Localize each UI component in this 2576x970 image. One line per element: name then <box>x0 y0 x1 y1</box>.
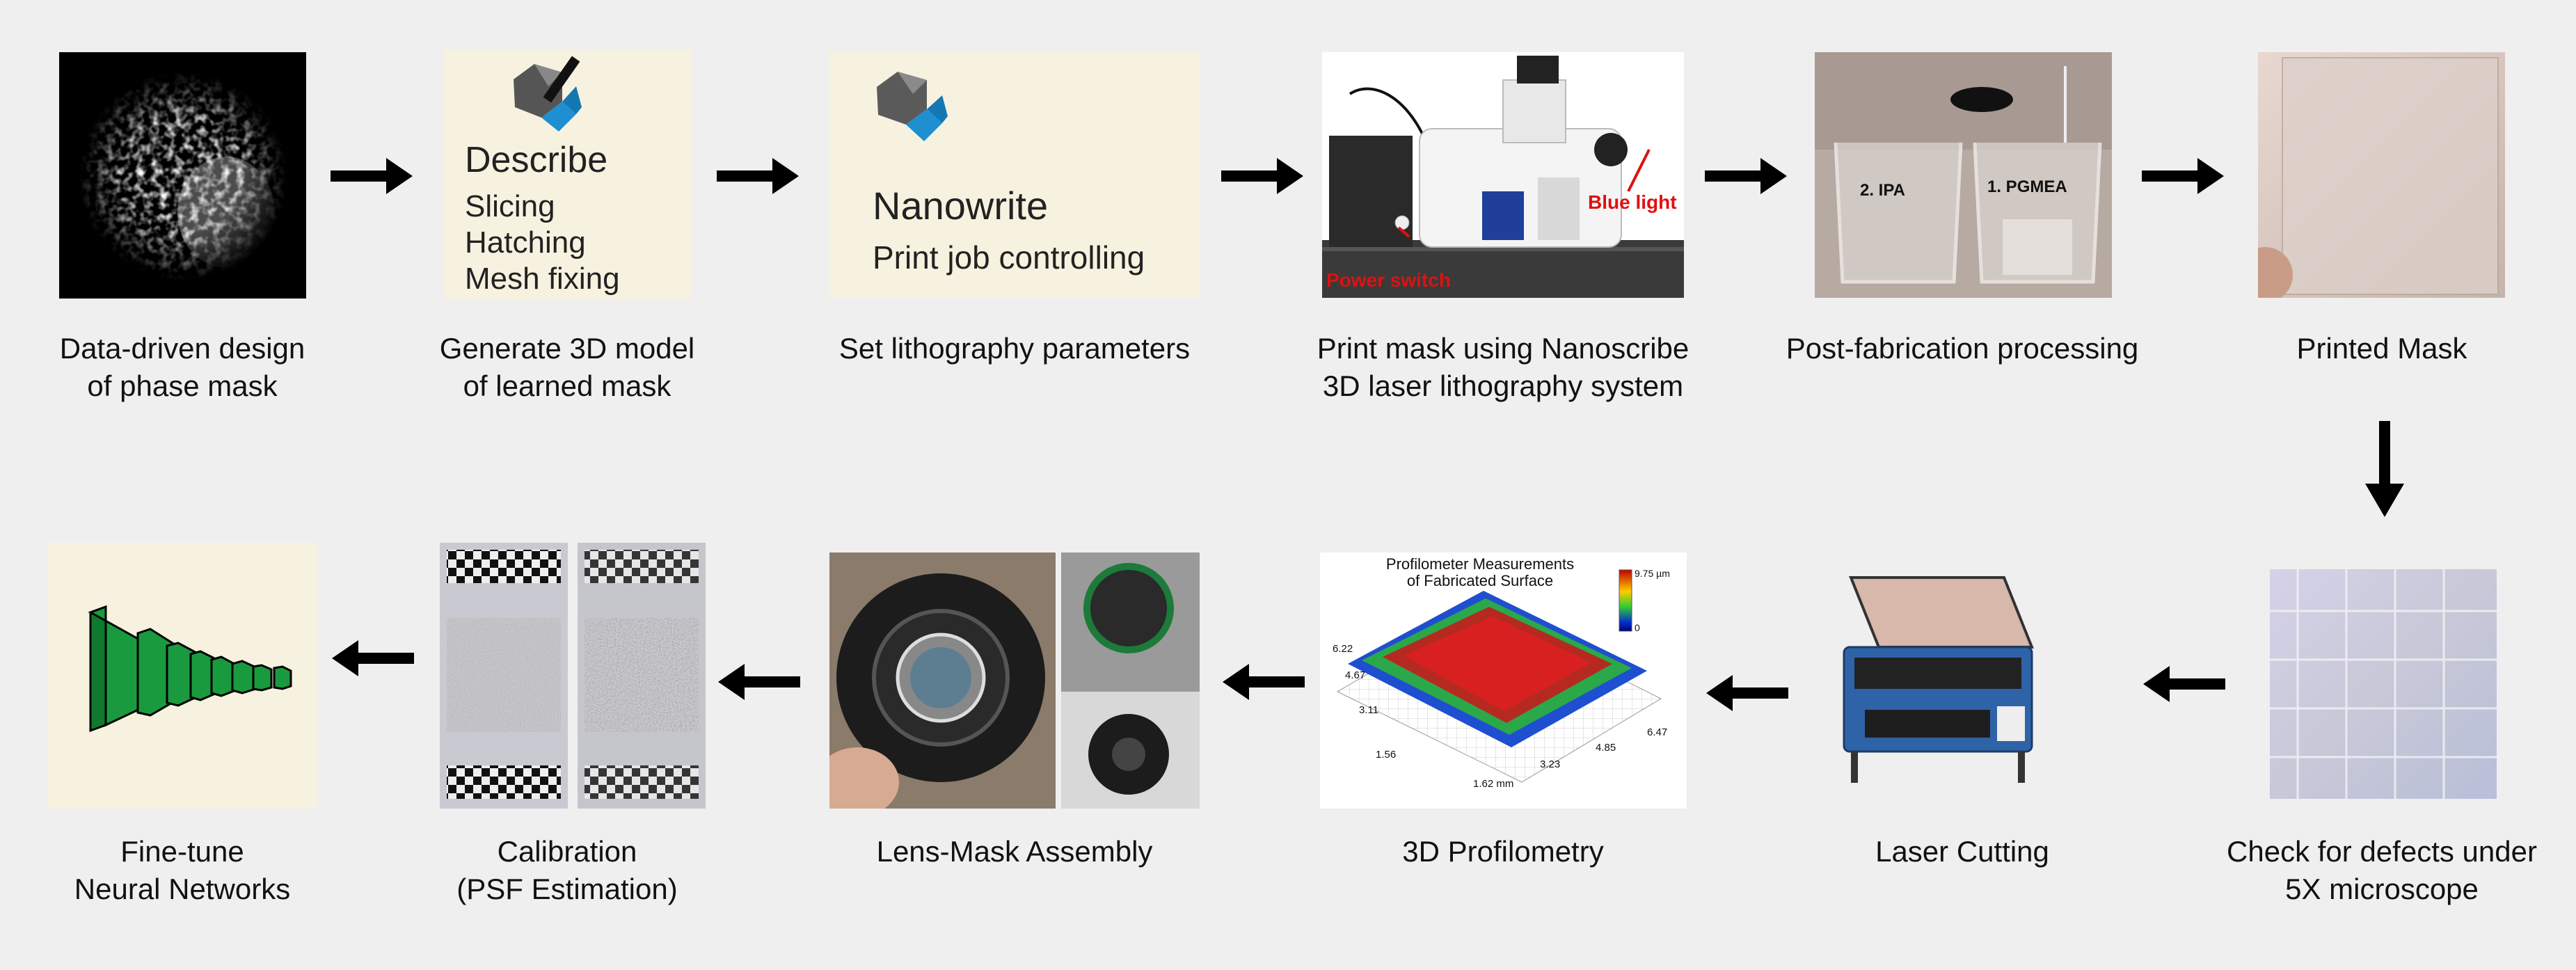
step-caption-lithography-params: Set lithography parameters <box>838 332 1191 365</box>
calibration-psf-images <box>440 543 706 809</box>
describe-item-hatching: Hatching <box>465 225 586 260</box>
colorbar-max-label: 9.75 µm <box>1635 568 1670 579</box>
y-tick-label: 3.11 <box>1359 704 1379 716</box>
beakers-photo: 2. IPA 1. PGMEA <box>1815 52 2112 298</box>
x-tick-label: 4.85 <box>1596 742 1616 754</box>
step-caption-profilometry: 3D Profilometry <box>1402 835 1604 868</box>
arrow-left-icon <box>2143 666 2225 702</box>
pgmea-label: 1. PGMEA <box>1987 177 2067 196</box>
step-caption-printed-mask: Printed Mask <box>2296 332 2467 365</box>
describe-logo-icon <box>514 56 582 132</box>
x-tick-label: 6.47 <box>1647 726 1668 738</box>
y-tick-label: 1.56 <box>1376 749 1397 761</box>
arrow-right-icon <box>1705 158 1787 194</box>
nanowrite-title: Nanowrite <box>873 184 1049 228</box>
describe-title: Describe <box>465 140 608 180</box>
step-caption-defect-check: Check for defects under 5X microscope <box>2227 835 2537 905</box>
arrow-right-icon <box>717 158 799 194</box>
colorbar-min-label: 0 <box>1635 622 1640 633</box>
x-tick-label: 1.62 mm <box>1473 778 1514 790</box>
arrow-left-icon <box>1223 664 1305 700</box>
printed-mask-photo <box>2258 52 2505 298</box>
arrow-down-icon <box>2365 421 2404 517</box>
y-tick-label: 6.22 <box>1333 643 1353 655</box>
step-caption-print-mask: Print mask using Nanoscribe 3D laser lith… <box>1317 332 1689 402</box>
step-caption-calibration: Calibration (PSF Estimation) <box>456 835 678 905</box>
arrow-right-icon <box>331 158 413 194</box>
power-switch-label: Power switch <box>1326 269 1451 291</box>
describe-software-panel: Describe Slicing Hatching Mesh fixing <box>444 50 691 299</box>
profilometer-title-2: of Fabricated Surface <box>1406 572 1554 589</box>
arrow-left-icon <box>718 664 800 700</box>
phase-mask-image <box>59 52 306 299</box>
nanoscribe-microscope-photo: Blue light Power switch <box>1322 52 1684 298</box>
profilometer-title-1: Profilometer Measurements <box>1385 555 1575 573</box>
step-caption-lens-mask-assembly: Lens-Mask Assembly <box>876 835 1153 868</box>
step-caption-post-fabrication: Post-fabrication processing <box>1786 332 2139 365</box>
x-tick-label: 3.23 <box>1540 758 1561 770</box>
step-caption-phase-mask: Data-driven design of phase mask <box>59 332 305 402</box>
blue-light-label: Blue light <box>1588 191 1677 213</box>
step-caption-3d-model: Generate 3D model of learned mask <box>439 332 695 402</box>
step-caption-laser-cutting: Laser Cutting <box>1875 835 2049 868</box>
profilometry-plot: Profilometer Measurements of Fabricated … <box>1320 552 1687 809</box>
step-caption-fine-tune: Fine-tune Neural Networks <box>74 835 291 905</box>
ipa-label: 2. IPA <box>1860 181 1905 200</box>
nanowrite-logo-icon <box>877 72 948 141</box>
nanowrite-software-panel: Nanowrite Print job controlling <box>829 52 1200 298</box>
arrow-right-icon <box>1221 158 1303 194</box>
describe-item-slicing: Slicing <box>465 189 555 223</box>
describe-item-mesh-fixing: Mesh fixing <box>465 262 620 296</box>
lens-mask-assembly-photos <box>829 552 1200 809</box>
neural-network-icon <box>88 605 292 733</box>
arrow-right-icon <box>2142 158 2224 194</box>
nanowrite-subtitle: Print job controlling <box>873 239 1145 276</box>
microscope-defect-image <box>2270 569 2497 799</box>
laser-cutter-image <box>1830 571 2039 790</box>
arrow-left-icon <box>1706 675 1788 711</box>
neural-network-panel <box>47 543 317 809</box>
y-tick-label: 4.67 <box>1345 669 1366 681</box>
arrow-left-icon <box>332 640 414 676</box>
